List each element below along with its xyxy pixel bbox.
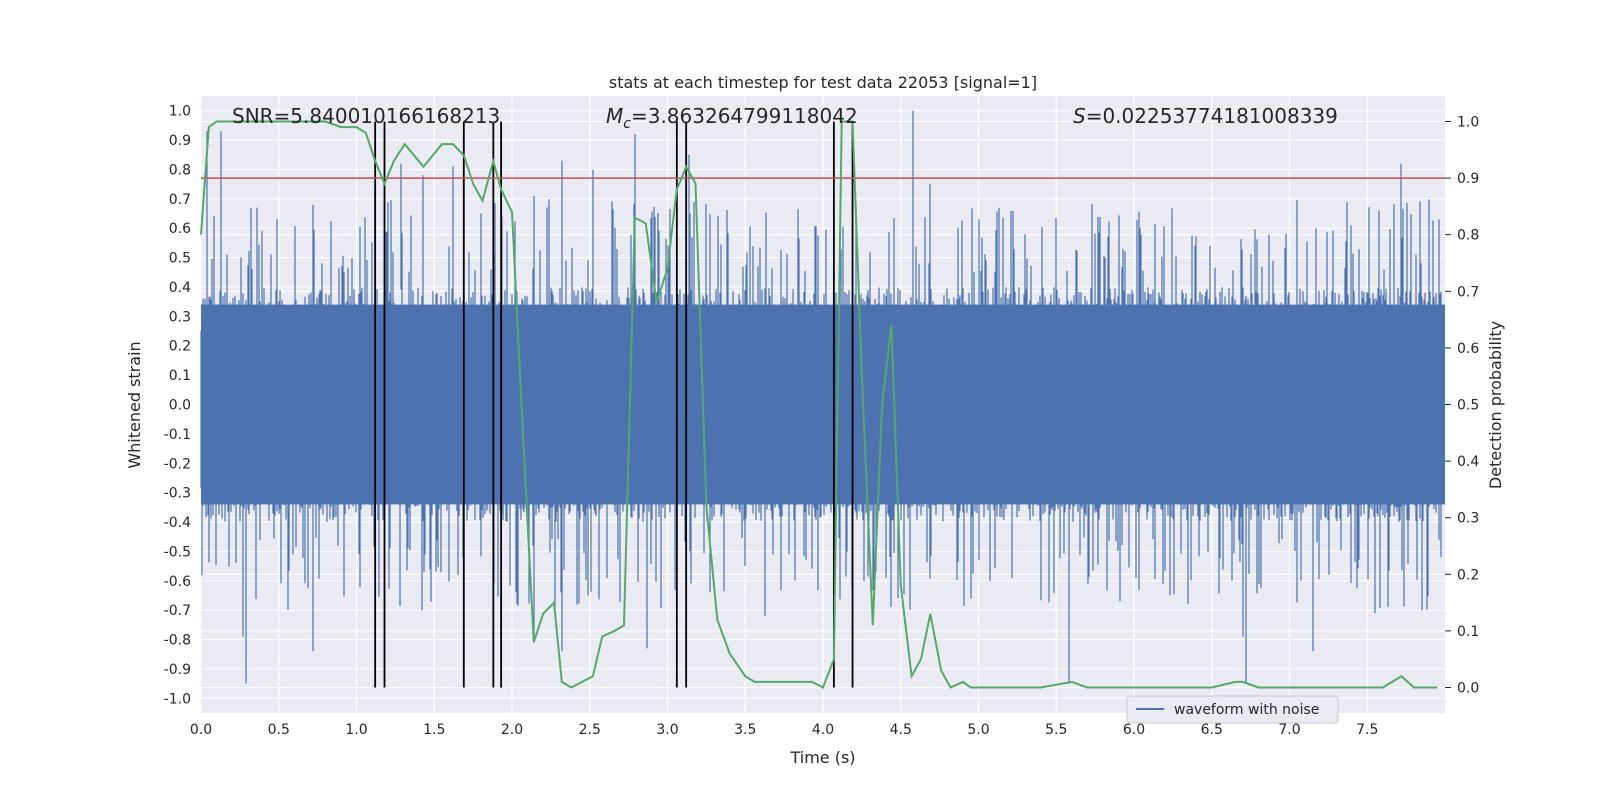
left-tick-label: -0.7	[164, 603, 191, 619]
x-tick-label: 2.0	[501, 722, 523, 738]
left-tick-label: 0.0	[169, 398, 191, 414]
mc-value: =3.863264799118042	[631, 104, 858, 128]
snr-annotation: SNR=5.840010166168213	[232, 104, 500, 128]
s-value: =0.02253774181008339	[1086, 104, 1338, 128]
left-tick-label: 0.1	[169, 368, 191, 384]
left-tick-label: 0.2	[169, 339, 191, 355]
x-tick-label: 3.0	[656, 722, 678, 738]
right-tick-label: 0.2	[1457, 567, 1479, 583]
left-tick-label: -0.9	[164, 662, 191, 678]
legend: waveform with noise	[1126, 695, 1339, 724]
right-tick-label: 0.9	[1457, 171, 1479, 187]
left-tick-label: -0.3	[164, 486, 191, 502]
right-tick-label: 0.1	[1457, 624, 1479, 640]
right-tick-label: 0.8	[1457, 228, 1479, 244]
left-tick-label: 0.9	[169, 133, 191, 149]
left-tick-label: -0.4	[164, 515, 191, 531]
left-tick-labels: 1.0 0.9 0.8 0.7 0.6 0.5 0.4 0.3 0.2 0.1 0.0 -0.1 -0.…	[164, 104, 191, 708]
x-tick-label: 0.0	[190, 722, 212, 738]
x-tick-label: 1.0	[345, 722, 367, 738]
right-tick-label: 0.3	[1457, 511, 1479, 527]
right-tick-label: 0.0	[1457, 681, 1479, 697]
x-tick-label: 0.5	[268, 722, 290, 738]
left-tick-label: 0.3	[169, 309, 191, 325]
s-symbol: S	[1073, 104, 1086, 128]
left-tick-label: -1.0	[164, 691, 191, 707]
mc-symbol: M	[606, 104, 623, 128]
left-tick-label: 1.0	[169, 104, 191, 120]
legend-box	[1126, 695, 1339, 724]
x-tick-label: 3.5	[734, 722, 756, 738]
left-tick-label: 0.8	[169, 162, 191, 178]
waveform-series	[200, 110, 1445, 684]
x-tick-labels: 0.0 0.5 1.0 1.5 2.0 2.5 3.0 3.5 4.0 4.5 5.0 5.5 6.0 6…	[190, 722, 1379, 738]
left-tick-label: -0.1	[164, 427, 191, 443]
left-tick-label: -0.5	[164, 544, 191, 560]
s-annotation: S=0.02253774181008339	[1073, 104, 1338, 128]
waveform-trace	[200, 110, 1445, 684]
x-tick-label: 2.5	[579, 722, 601, 738]
left-tick-label: 0.6	[169, 221, 191, 237]
x-tick-label: 4.5	[890, 722, 912, 738]
left-tick-label: 0.7	[169, 192, 191, 208]
right-tick-labels: 1.0 0.9 0.8 0.7 0.6 0.5 0.4 0.3 0.2 0.1 0.0	[1445, 114, 1479, 697]
right-tick-label: 0.7	[1457, 284, 1479, 300]
left-tick-label: 0.5	[169, 251, 191, 267]
y-axis-label: Whitened strain	[125, 341, 144, 468]
x-tick-label: 6.5	[1201, 722, 1223, 738]
x-tick-label: 6.0	[1123, 722, 1145, 738]
x-tick-label: 7.5	[1356, 722, 1378, 738]
x-axis-label: Time (s)	[789, 748, 855, 767]
left-tick-label: -0.6	[164, 574, 191, 590]
mc-subscript: c	[623, 116, 631, 132]
x-tick-label: 1.5	[423, 722, 445, 738]
x-tick-label: 7.0	[1278, 722, 1300, 738]
chart-title: stats at each timestep for test data 220…	[609, 73, 1037, 92]
detection-probability-line	[200, 120, 1438, 689]
right-tick-label: 0.4	[1457, 454, 1479, 470]
legend-label-waveform: waveform with noise	[1174, 702, 1319, 718]
right-tick-label: 1.0	[1457, 114, 1479, 130]
right-tick-label: 0.6	[1457, 341, 1479, 357]
x-tick-label: 5.5	[1045, 722, 1067, 738]
left-tick-label: -0.8	[164, 633, 191, 649]
y-axis-label-right: Detection probability	[1486, 321, 1505, 489]
mc-annotation: Mc=3.863264799118042	[606, 104, 858, 132]
x-tick-label: 5.0	[967, 722, 989, 738]
left-tick-label: -0.2	[164, 456, 191, 472]
x-tick-label: 4.0	[812, 722, 834, 738]
left-tick-label: 0.4	[169, 280, 191, 296]
right-tick-label: 0.5	[1457, 398, 1479, 414]
